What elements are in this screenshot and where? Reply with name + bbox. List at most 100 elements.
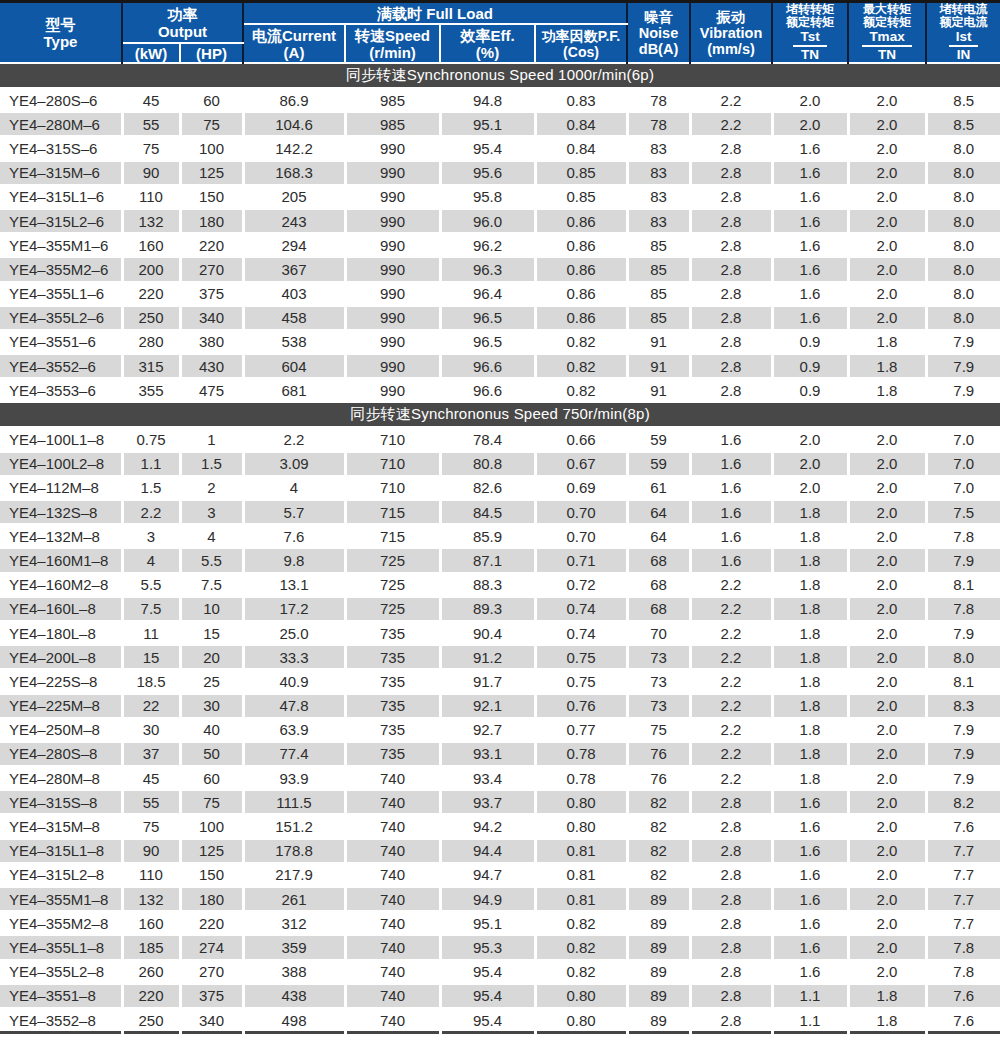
col-header-eff: 效率Eff. (%) [440,24,535,63]
value-cell: 2.8 [690,282,772,306]
value-cell: 68 [627,548,690,572]
value-cell: 990 [345,354,440,378]
value-cell: 2.2 [690,694,772,718]
value-cell: 0.77 [535,718,627,742]
value-cell: 8.0 [926,185,1000,209]
value-cell: 1.6 [772,960,848,984]
value-cell: 1.8 [772,524,848,548]
value-cell: 2.0 [848,887,926,911]
section-row: 同步转速Synchrononus Speed 1000r/min(6p) [0,63,1000,88]
value-cell: 8.0 [926,161,1000,185]
value-cell: 243 [243,209,345,233]
value-cell: 0.67 [535,452,627,476]
table-row: YE4–355L1–818527435974095.30.82892.81.62… [0,935,1000,959]
type-cell: YE4–180L–8 [0,621,122,645]
value-cell: 7.8 [926,597,1000,621]
value-cell: 94.4 [440,839,535,863]
value-cell: 4 [122,548,180,572]
table-row: YE4–355M1–813218026174094.90.81892.81.62… [0,887,1000,911]
value-cell: 0.74 [535,621,627,645]
type-cell: YE4–100L1–8 [0,427,122,451]
value-cell: 2.0 [848,742,926,766]
value-cell: 735 [345,621,440,645]
value-cell: 7.9 [926,766,1000,790]
value-cell: 261 [243,887,345,911]
value-cell: 725 [345,573,440,597]
value-cell: 8.0 [926,136,1000,160]
value-cell: 735 [345,669,440,693]
value-cell: 375 [180,282,243,306]
value-cell: 735 [345,718,440,742]
value-cell: 1.5 [122,476,180,500]
type-cell: YE4–132M–8 [0,524,122,548]
type-cell: YE4–315M–6 [0,161,122,185]
value-cell: 8.1 [926,669,1000,693]
type-cell: YE4–3552–8 [0,1008,122,1033]
value-cell: 1.8 [772,669,848,693]
value-cell: 458 [243,306,345,330]
value-cell: 85.9 [440,524,535,548]
value-cell: 260 [122,960,180,984]
value-cell: 1.8 [772,766,848,790]
value-cell: 475 [180,378,243,402]
value-cell: 82 [627,790,690,814]
value-cell: 1.8 [848,984,926,1008]
value-cell: 2.0 [848,863,926,887]
value-cell: 0.81 [535,887,627,911]
value-cell: 96.4 [440,282,535,306]
table-row: YE4–200L–8152033.373591.20.75732.21.82.0… [0,645,1000,669]
table-header: 型号 Type 功率 Output 满载时 Full Load 噪音 Noise… [0,2,1000,64]
value-cell: 100 [180,136,243,160]
value-cell: 1.6 [772,185,848,209]
value-cell: 2.0 [848,669,926,693]
value-cell: 0.76 [535,694,627,718]
value-cell: 1.6 [690,427,772,451]
value-cell: 2.0 [848,645,926,669]
type-cell: YE4–315L1–8 [0,839,122,863]
value-cell: 96.5 [440,306,535,330]
value-cell: 8.1 [926,573,1000,597]
type-cell: YE4–355M2–6 [0,257,122,281]
value-cell: 180 [180,887,243,911]
value-cell: 75 [122,136,180,160]
value-cell: 7.9 [926,330,1000,354]
value-cell: 90.4 [440,621,535,645]
value-cell: 0.82 [535,935,627,959]
value-cell: 151.2 [243,814,345,838]
value-cell: 30 [122,718,180,742]
value-cell: 2.0 [848,112,926,136]
table-row: YE4–160M1–845.59.872587.10.71681.61.82.0… [0,548,1000,572]
value-cell: 8.0 [926,306,1000,330]
value-cell: 0.75 [535,669,627,693]
col-header-kw: (kW) [122,43,180,63]
value-cell: 4 [243,476,345,500]
type-cell: YE4–160M2–8 [0,573,122,597]
value-cell: 1.8 [772,694,848,718]
value-cell: 0.82 [535,378,627,402]
value-cell: 76 [627,742,690,766]
value-cell: 1.6 [772,161,848,185]
col-header-current: 电流Current (A) [243,24,345,63]
value-cell: 1.8 [848,354,926,378]
table-row: YE4–160L–87.51017.272589.30.74682.21.82.… [0,597,1000,621]
value-cell: 538 [243,330,345,354]
value-cell: 77.4 [243,742,345,766]
value-cell: 1.6 [690,524,772,548]
col-header-output: 功率 Output [122,2,243,44]
value-cell: 3 [180,500,243,524]
value-cell: 82 [627,814,690,838]
value-cell: 1.6 [772,887,848,911]
value-cell: 0.84 [535,112,627,136]
type-cell: YE4–225S–8 [0,669,122,693]
value-cell: 2.8 [690,960,772,984]
type-cell: YE4–225M–8 [0,694,122,718]
motor-spec-table: 型号 Type 功率 Output 满载时 Full Load 噪音 Noise… [0,0,1000,1034]
value-cell: 0.86 [535,233,627,257]
section-header: 同步转速Synchrononus Speed 750r/min(8p) [0,402,1000,427]
value-cell: 1.6 [690,452,772,476]
value-cell: 89 [627,1008,690,1033]
value-cell: 2.0 [848,766,926,790]
type-cell: YE4–160M1–8 [0,548,122,572]
value-cell: 740 [345,766,440,790]
value-cell: 1.8 [772,645,848,669]
